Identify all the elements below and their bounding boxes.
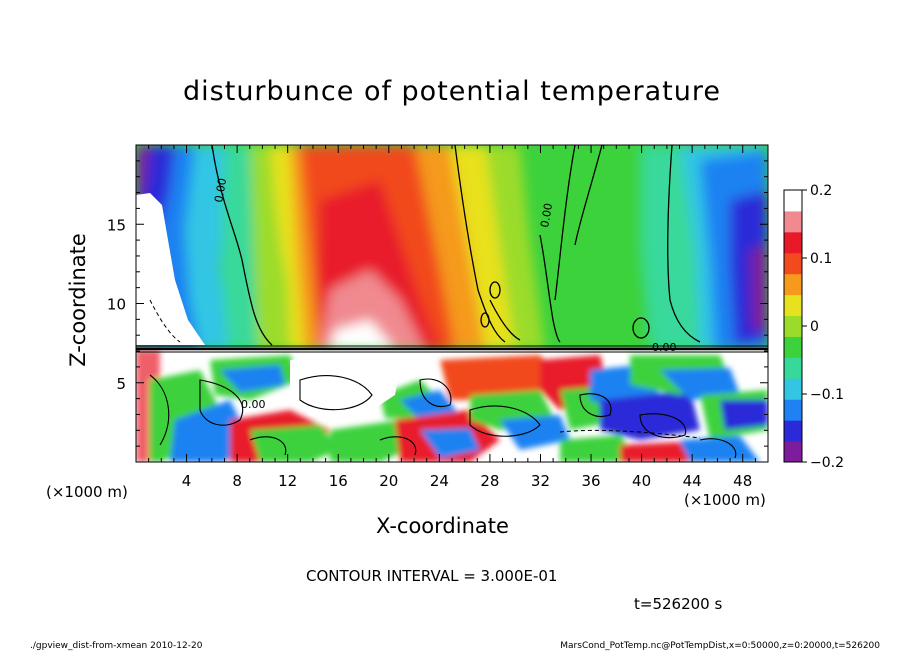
x-tick-label: 44 xyxy=(683,472,702,490)
colorbar-swatch xyxy=(784,294,802,317)
y-tick-label: 10 xyxy=(107,296,126,314)
colorbar-tick-label: 0.1 xyxy=(810,251,832,267)
contour-label: 0.00 xyxy=(212,177,229,203)
colorbar-swatch xyxy=(784,357,802,379)
colorbar-swatch xyxy=(784,210,802,233)
colorbar-tick-label: 0.2 xyxy=(810,183,832,199)
colorbar-swatch xyxy=(784,252,802,275)
y-tick-label: 5 xyxy=(116,375,126,393)
colorbar-swatch xyxy=(784,378,802,400)
colorbar-swatch xyxy=(784,315,802,337)
x-tick-label: 16 xyxy=(329,472,348,490)
x-tick-label: 12 xyxy=(278,472,297,490)
heatmap-field xyxy=(136,145,768,462)
x-tick-label: 4 xyxy=(182,472,192,490)
colorbar-tick-label: 0 xyxy=(810,319,819,335)
contour-interval-note: CONTOUR INTERVAL = 3.000E-01 xyxy=(306,567,558,585)
colorbar-swatch xyxy=(784,336,802,358)
colorbar: 0.2 0.1 0 −0.1 −0.2 xyxy=(783,183,844,471)
chart-title: disturbunce of potential temperature xyxy=(183,76,721,107)
time-label: t=526200 s xyxy=(634,595,723,613)
colorbar-swatch xyxy=(784,231,802,254)
colorbar-swatch xyxy=(784,399,802,421)
x-unit-label: (×1000 m) xyxy=(684,491,766,509)
contour-labels: 0.00 0.00 0.00 0.00 xyxy=(212,177,676,411)
y-axis-ticks: 5 10 15 xyxy=(107,160,768,447)
x-axis-ticks: 4 8 12 16 20 24 28 32 36 40 44 48 xyxy=(148,145,756,490)
contour-label: 0.00 xyxy=(652,341,677,354)
x-tick-label: 20 xyxy=(379,472,398,490)
colorbar-swatch xyxy=(784,441,802,463)
footer-script-name: ./gpview_dist-from-xmean 2010-12-20 xyxy=(30,641,203,651)
x-tick-label: 24 xyxy=(430,472,449,490)
x-tick-label: 28 xyxy=(480,472,499,490)
y-tick-label: 15 xyxy=(107,216,126,234)
contour-label: 0.00 xyxy=(241,398,266,411)
colorbar-tick-label: −0.2 xyxy=(810,455,844,471)
colorbar-swatch xyxy=(784,190,802,212)
x-tick-label: 32 xyxy=(531,472,550,490)
x-tick-label: 40 xyxy=(632,472,651,490)
colorbar-swatch xyxy=(784,420,802,442)
x-tick-label: 8 xyxy=(232,472,242,490)
x-axis-label: X-coordinate xyxy=(376,514,509,538)
colorbar-tick-label: −0.1 xyxy=(810,387,844,403)
x-tick-label: 36 xyxy=(581,472,600,490)
colorbar-swatch xyxy=(784,273,802,296)
footer-data-source: MarsCond_PotTemp.nc@PotTempDist,x=0:5000… xyxy=(560,641,880,651)
y-unit-label: (×1000 m) xyxy=(46,483,128,501)
contour-label: 0.00 xyxy=(538,202,555,228)
x-axis-label-wrap: X-coordinate xyxy=(0,514,904,538)
x-tick-label: 48 xyxy=(733,472,752,490)
